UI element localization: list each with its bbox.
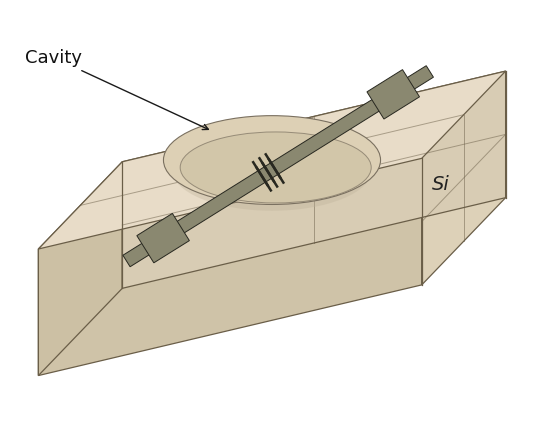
Ellipse shape [163,116,381,205]
Ellipse shape [180,132,371,203]
Polygon shape [39,162,122,376]
Polygon shape [422,71,505,285]
Polygon shape [39,71,505,249]
Polygon shape [39,158,422,376]
Polygon shape [137,214,189,263]
Polygon shape [122,71,505,288]
Polygon shape [367,70,419,119]
Ellipse shape [172,129,372,211]
Text: Cavity: Cavity [26,49,208,130]
Text: Si: Si [431,176,449,195]
Polygon shape [123,66,434,267]
